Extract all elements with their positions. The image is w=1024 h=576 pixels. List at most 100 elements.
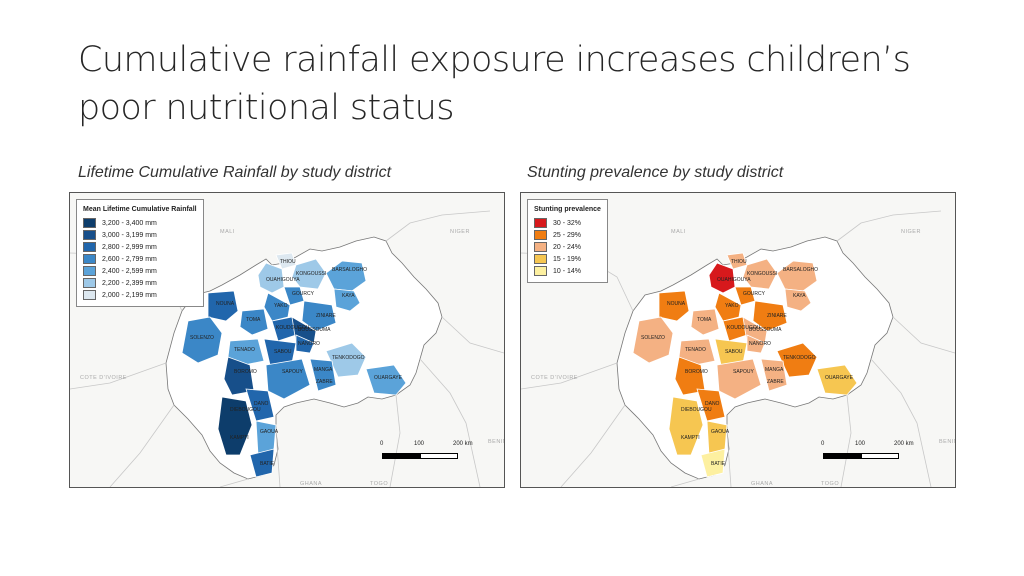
district-label: SOLENZO: [190, 335, 214, 341]
legend-label: 2,400 - 2,599 mm: [102, 267, 157, 275]
legend-items: 30 - 32% 25 - 29% 20 - 24% 15 - 19% 10 - 14%: [534, 217, 601, 277]
country-label: GHANA: [300, 481, 322, 487]
legend-swatch: [534, 218, 547, 228]
country-label: COTE D'IVOIRE: [531, 375, 578, 381]
neighbor-border: [560, 404, 626, 487]
district-polygon: [249, 448, 275, 478]
district-polygon: [716, 358, 762, 400]
district-polygon: [257, 262, 285, 294]
district-polygon: [207, 290, 239, 322]
legend-item: 2,200 - 2,399 mm: [83, 277, 197, 289]
legend-label: 15 - 19%: [553, 255, 582, 263]
district-polygon: [690, 308, 720, 336]
legend-swatch: [83, 242, 96, 252]
scale-label-200: 200 km: [894, 441, 914, 447]
legend-item: 2,800 - 2,999 mm: [83, 241, 197, 253]
district-polygon: [668, 396, 704, 456]
district-polygon: [816, 364, 858, 396]
district-polygon: [674, 356, 706, 396]
district-label: GAOUA: [260, 429, 279, 435]
district-label: OUARGAYE: [374, 375, 403, 381]
legend-title: Mean Lifetime Cumulative Rainfall: [83, 206, 197, 213]
legend-item: 20 - 24%: [534, 241, 601, 253]
district-polygon: [309, 358, 337, 392]
district-label: NANORO: [749, 341, 771, 347]
legend-label: 3,200 - 3,400 mm: [102, 219, 157, 227]
district-polygon: [245, 388, 275, 422]
neighbor-border: [521, 362, 618, 390]
district-polygon: [784, 288, 812, 312]
neighbor-border: [840, 394, 852, 487]
neighbor-border: [389, 394, 401, 487]
districts-layer: [632, 252, 858, 478]
district-polygon: [760, 358, 788, 392]
left-map-subtitle: Lifetime Cumulative Rainfall by study di…: [78, 164, 392, 181]
scale-label-200: 200 km: [453, 441, 473, 447]
district-polygon: [708, 262, 736, 294]
legend-label: 25 - 29%: [553, 231, 582, 239]
district-polygon: [365, 364, 407, 396]
district-label: SAPOUY: [733, 369, 755, 375]
scale-bar: 0 100 200 km: [821, 439, 943, 467]
district-polygon: [742, 258, 778, 290]
district-label: BATIE: [260, 461, 275, 467]
scale-segment-dark: [382, 453, 420, 459]
district-label: BOUSSOUMA: [749, 327, 782, 333]
country-label: TOGO: [370, 481, 388, 487]
scale-label-0: 0: [380, 441, 384, 447]
slide-title: Cumulative rainfall exposure increases c…: [78, 40, 911, 128]
country-label: MALI: [671, 229, 686, 235]
district-polygon: [333, 288, 361, 312]
district-label: TENADO: [685, 347, 706, 353]
district-label: KAMPTI: [681, 435, 700, 441]
legend-label: 2,600 - 2,799 mm: [102, 255, 157, 263]
scale-bar: 0 100 200 km: [380, 439, 502, 467]
legend-swatch: [534, 254, 547, 264]
district-polygon: [217, 396, 253, 456]
neighbor-border: [419, 358, 481, 487]
legend-swatch: [534, 230, 547, 240]
district-label: TOMA: [246, 317, 261, 323]
district-label: DANO: [705, 401, 720, 407]
district-polygon: [325, 342, 367, 378]
district-label: NANORO: [298, 341, 320, 347]
legend-item: 3,200 - 3,400 mm: [83, 217, 197, 229]
district-label: BARSALOGHO: [783, 267, 818, 273]
district-polygon: [678, 338, 716, 366]
neighbor-border: [109, 404, 175, 487]
scale-label-100: 100: [414, 441, 425, 447]
district-label: SABOU: [725, 349, 743, 355]
district-label: ZABRE: [316, 379, 333, 385]
district-label: KONGOUSSI: [296, 271, 326, 277]
legend-swatch: [83, 230, 96, 240]
district-polygon: [223, 356, 255, 396]
district-label: ZINIARE: [767, 313, 787, 319]
legend-items: 3,200 - 3,400 mm 3,000 - 3,199 mm 2,800 - …: [83, 217, 197, 301]
district-label: MANGA: [765, 367, 784, 373]
right-map-subtitle: Stunting prevalence by study district: [527, 164, 784, 181]
legend-item: 3,000 - 3,199 mm: [83, 229, 197, 241]
district-label: OUARGAYE: [825, 375, 854, 381]
district-label: KOUDOUGOU: [727, 325, 761, 331]
legend-label: 2,200 - 2,399 mm: [102, 279, 157, 287]
neighbor-border: [836, 210, 942, 242]
scale-segment-dark: [823, 453, 861, 459]
district-polygon: [632, 316, 674, 364]
district-label: YAKO: [725, 303, 739, 309]
legend-label: 10 - 14%: [553, 267, 582, 275]
district-label: BOROMO: [234, 369, 257, 375]
district-label: OUAHIGOUYA: [266, 277, 300, 283]
country-label: COTE D'IVOIRE: [80, 375, 127, 381]
district-label: ZINIARE: [316, 313, 336, 319]
district-label: MANGA: [314, 367, 333, 373]
district-label: DIEBOUGOU: [230, 407, 261, 413]
country-label: GHANA: [751, 481, 773, 487]
district-polygon: [181, 316, 223, 364]
district-label: TENKODOGO: [332, 355, 365, 361]
district-label: THIOU: [280, 259, 296, 265]
neighbor-border: [275, 430, 281, 487]
legend-swatch: [534, 242, 547, 252]
neighbor-border: [385, 210, 491, 242]
stunting-map-svg: MALI NIGER GHANA TOGO BENIN COTE D'IVOIRE THI…: [521, 210, 955, 487]
district-label: DIEBOUGOU: [681, 407, 712, 413]
